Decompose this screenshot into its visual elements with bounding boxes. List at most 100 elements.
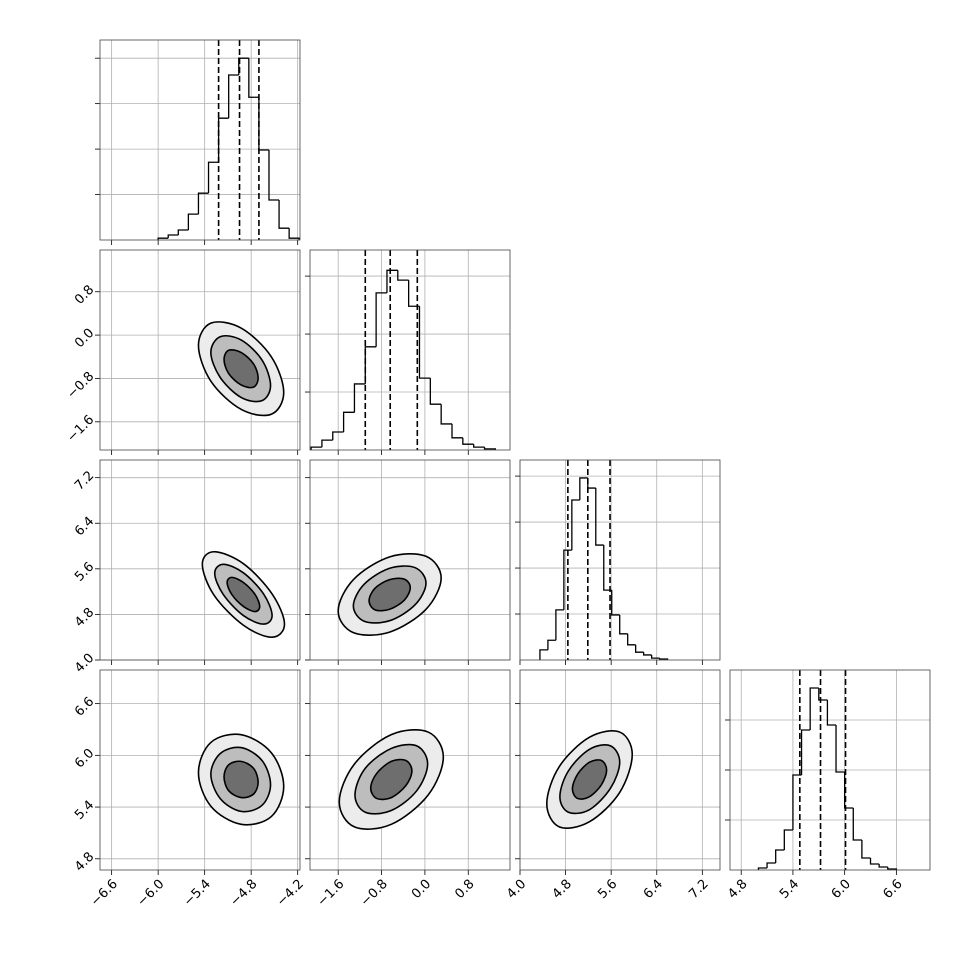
x-tick-label: −1.6 [315,877,348,910]
histogram-step [310,446,322,450]
x-tick-label: 0.0 [409,877,434,902]
y-tick-label: 4.0 [72,651,97,676]
histogram-step [611,590,620,616]
histogram-step [627,633,636,646]
x-tick-label: −6.0 [135,877,168,910]
histogram-step [861,840,871,859]
density-contour [226,576,261,613]
x-tick-label: 4.0 [504,877,529,902]
histogram-step [887,867,898,870]
histogram-step [167,234,179,239]
histogram-step [844,772,854,809]
histogram-step [766,862,776,868]
histogram-step [650,654,660,659]
x-tick-label: 6.6 [880,877,905,902]
histogram-step [818,688,828,701]
x-tick-label: 6.4 [641,877,666,902]
histogram-step [595,488,604,546]
histogram-step [397,270,409,281]
panel-frame [519,459,721,661]
y-tick-label: 6.6 [72,694,97,719]
histogram-step [539,649,548,660]
histogram-step [375,292,387,347]
panel-frame [99,669,301,871]
y-tick-label: 4.8 [72,605,97,630]
y-tick-label: 7.2 [72,468,97,493]
histogram-step [563,549,572,610]
histogram-step [835,725,845,773]
histogram-step [483,447,497,450]
histogram-step [440,404,453,425]
histogram-step [418,306,431,379]
histogram-step [342,411,355,433]
x-tick-label: 4.8 [550,877,575,902]
density-contour [223,760,259,799]
histogram-step [603,545,612,591]
panel-frame [99,39,301,241]
density-contour [369,758,413,801]
histogram-step [783,829,793,850]
histogram-step [207,161,219,194]
histogram-step [429,378,442,405]
x-tick-label: 5.4 [777,877,802,902]
density-contour [571,759,608,800]
histogram-step [792,774,802,830]
x-tick-label: −4.2 [274,877,307,910]
histogram-step [157,237,169,240]
histogram-step [826,700,837,726]
histogram-step [248,58,259,98]
x-tick-label: 6.0 [829,877,854,902]
y-tick-label: 6.0 [72,746,97,771]
histogram-step [407,280,420,307]
histogram-step [473,444,485,448]
y-tick-label: −1.6 [64,413,97,446]
histogram-step [757,867,768,870]
histogram-step [187,213,199,230]
y-tick-label: 5.4 [72,798,97,823]
histogram-step [462,437,474,445]
histogram-step [878,864,888,868]
x-tick-label: −5.4 [181,877,214,910]
histogram-step [451,423,463,439]
panel-frame [309,669,511,871]
y-tick-label: 4.8 [72,849,97,874]
x-tick-label: −4.8 [228,877,261,910]
histogram-step [386,269,398,293]
histogram-step [197,192,209,215]
x-tick-label: −6.6 [88,877,121,910]
histogram-step [555,609,564,641]
panel-frame [729,669,931,871]
x-tick-label: 7.2 [686,877,711,902]
y-tick-label: 0.8 [72,282,97,307]
panel-background [310,250,510,450]
y-tick-label: 5.6 [72,560,97,585]
histogram-step [571,499,580,551]
histogram-step [775,849,785,863]
x-tick-label: 5.6 [595,877,620,902]
histogram-step [288,228,300,240]
density-contour [368,577,412,612]
histogram-step [579,477,588,500]
histogram-step [869,858,880,865]
y-tick-label: −0.8 [64,369,97,402]
histogram-step [800,729,811,775]
panel-frame [519,669,721,871]
histogram-step [809,687,819,730]
histogram-step [278,200,290,229]
histogram-step [635,644,644,653]
histogram-step [642,652,652,656]
histogram-step [321,439,333,448]
histogram-step [619,614,628,635]
x-tick-label: 4.8 [725,877,750,902]
y-tick-label: 6.4 [72,514,97,539]
histogram-step [332,431,344,441]
histogram-step [658,658,669,660]
panel-frame [99,459,301,661]
y-tick-label: 0.0 [72,326,97,351]
panel-background [100,40,300,240]
histogram-step [268,150,280,201]
panel-frame [309,249,511,451]
x-tick-label: −0.8 [358,877,391,910]
